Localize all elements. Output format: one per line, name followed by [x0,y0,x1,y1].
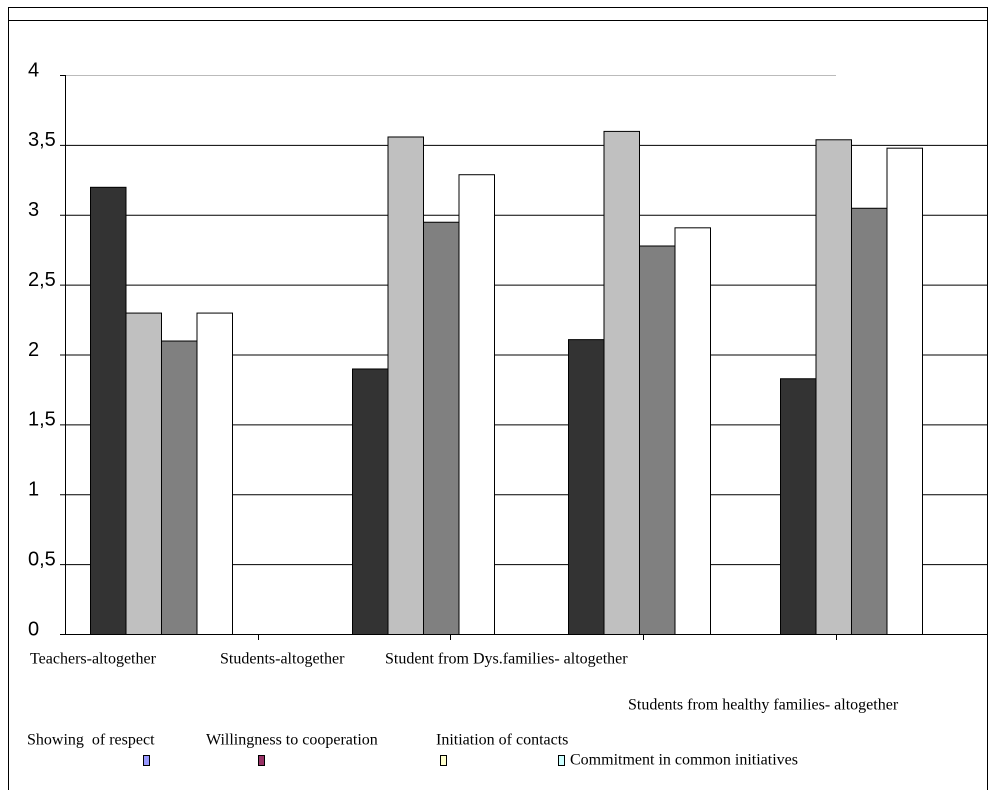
legend-swatch [258,755,265,766]
bar [639,245,676,635]
bar [815,139,852,635]
y-tick-label: 0 [28,618,39,640]
y-tick-label: 2,5 [28,269,56,291]
bar [352,368,389,635]
x-tick-label: Students from healthy families- altogeth… [628,697,899,714]
x-tick-label: Students-altogether [220,651,345,668]
bar [196,312,233,635]
frame [8,7,988,790]
legend-swatch [558,755,565,766]
y-tick-label: 4 [28,59,39,81]
legend-label: Initiation of contacts [436,732,568,749]
legend-swatch [440,755,447,766]
bar [90,186,127,636]
bar [125,312,162,635]
legend-label: Willingness to cooperation [206,732,378,749]
bar [387,136,424,636]
y-tick-label: 3 [28,199,39,221]
y-tick-label: 2 [28,339,39,361]
y-tick-label: 1 [28,479,39,501]
bar [674,227,711,635]
bar [851,207,888,635]
bar [568,339,605,635]
bar [423,221,460,636]
y-tick-label: 1,5 [28,409,56,431]
bar [161,340,198,635]
bar [780,378,817,635]
bar [886,147,923,635]
y-tick-label: 3,5 [28,129,56,151]
y-tick-label: 0,5 [28,548,56,570]
legend-label: Showing of respect [27,732,155,749]
bar [458,174,495,635]
x-tick-label: Student from Dys.families- altogether [385,651,628,668]
legend-swatch [143,755,150,766]
bar [603,130,640,635]
x-tick-label: Teachers-altogether [30,651,157,668]
legend-label: Commitment in common initiatives [570,752,798,769]
